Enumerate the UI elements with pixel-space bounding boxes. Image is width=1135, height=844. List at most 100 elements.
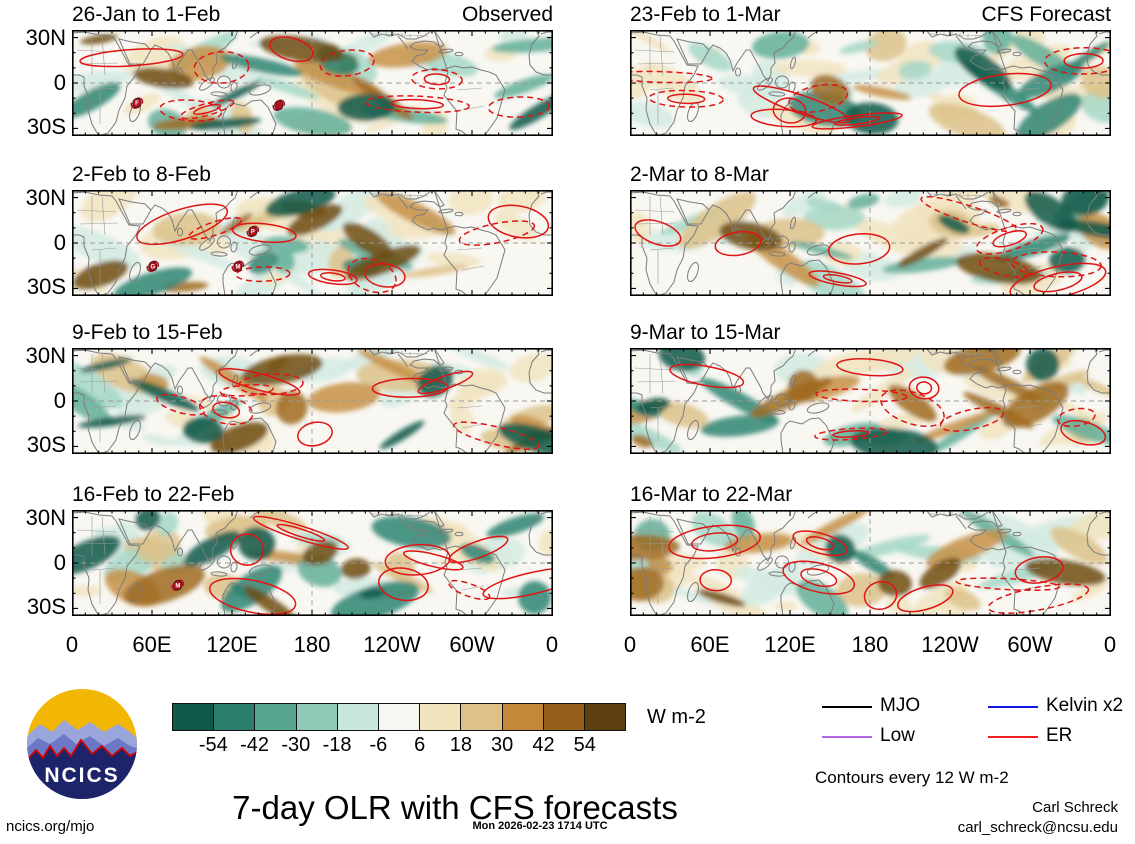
map-panel-fcst-week3: 9-Mar to 15-Mar <box>630 321 1111 454</box>
lon-tick-label: 60E <box>132 632 172 657</box>
panel-period-label: 26-Jan to 1-Feb <box>72 3 221 26</box>
colorbar-cell <box>337 704 379 730</box>
lon-tick-label: 0 <box>545 632 559 657</box>
panel-period-label: 16-Feb to 22-Feb <box>72 483 235 506</box>
panel-title-row: 9-Mar to 15-Mar <box>630 321 1111 347</box>
lon-tick-label: 0 <box>623 632 637 657</box>
lat-tick-label: 0 <box>53 230 66 255</box>
lon-tick-label: 0 <box>65 632 79 657</box>
lat-tick-label: 30S <box>26 114 66 139</box>
svg-text:G: G <box>150 264 155 270</box>
lon-tick-label: 180 <box>293 632 331 657</box>
panel-title-row: 2-Feb to 8-Feb <box>72 163 553 189</box>
lat-tick-label: 30N <box>25 505 66 530</box>
anomaly-map <box>630 190 1111 296</box>
svg-text:M: M <box>175 583 180 589</box>
timestamp: Mon 2026-02-23 1714 UTC <box>472 820 608 832</box>
colorbar-cell <box>584 704 626 730</box>
panel-title-row: 23-Feb to 1-Mar CFS Forecast <box>630 3 1111 29</box>
svg-text:P: P <box>251 229 255 235</box>
panel-period-label: 9-Feb to 15-Feb <box>72 321 223 344</box>
colorbar-cell <box>420 704 462 730</box>
colorbar-tick: 30 <box>491 734 514 756</box>
colorbar-cell <box>378 704 421 730</box>
legend-label-er: ER <box>1046 725 1073 746</box>
colorbar-tick: 18 <box>449 734 473 756</box>
colorbar <box>172 703 626 731</box>
colorbar-cell <box>543 704 585 730</box>
colorbar-units: W m-2 <box>647 706 706 728</box>
lon-tick-label: 120W <box>363 632 421 657</box>
lon-axis-left: 0 60E 120E 180 120W 60W 0 <box>66 632 558 660</box>
anomaly-map <box>630 348 1111 454</box>
lon-tick-label: 120E <box>206 632 258 657</box>
column-header-cfs-forecast: CFS Forecast <box>981 3 1111 26</box>
anomaly-map: F <box>72 30 553 136</box>
site-url: ncics.org/mjo <box>6 818 95 835</box>
anomaly-map <box>72 348 553 454</box>
ncics-logo: NCICS <box>27 689 137 799</box>
lon-tick-label: 60E <box>690 632 730 657</box>
anomaly-map <box>630 30 1111 136</box>
colorbar-tick: -54 <box>198 734 228 756</box>
colorbar-tick: 54 <box>573 734 596 756</box>
panel-period-label: 2-Mar to 8-Mar <box>630 163 769 186</box>
lat-tick-label: 30N <box>25 185 66 210</box>
lat-tick-label: 30N <box>25 25 66 50</box>
legend-label-kelvin: Kelvin x2 <box>1046 695 1124 716</box>
colorbar-tick: 6 <box>414 734 426 756</box>
lat-tick-label: 0 <box>53 70 66 95</box>
colorbar-cell <box>502 704 544 730</box>
map-panel-obs-week1: 26-Jan to 1-Feb Observed F 30N 0 30S <box>26 3 553 139</box>
panel-period-label: 9-Mar to 15-Mar <box>630 321 781 344</box>
logo-mountains-front <box>27 740 137 799</box>
map-panel-fcst-week4: 16-Mar to 22-Mar <box>630 483 1111 616</box>
logo-text: NCICS <box>44 764 119 787</box>
lon-axis-right: 0 60E 120E 180 120W 60W 0 <box>624 632 1116 660</box>
lat-tick-label: 30S <box>26 274 66 299</box>
colorbar-tick: 42 <box>532 734 555 756</box>
panel-period-label: 23-Feb to 1-Mar <box>630 3 781 26</box>
map-panel-obs-week3: 9-Feb to 15-Feb 30N 0 30S <box>26 321 553 457</box>
anomaly-map: M <box>72 510 553 616</box>
lon-tick-label: 180 <box>851 632 889 657</box>
colorbar-tick: -30 <box>281 734 311 756</box>
legend-line-kelvin <box>988 706 1038 708</box>
colorbar-cell <box>214 704 256 730</box>
logo-red-ridge <box>27 738 137 761</box>
legend-label-low: Low <box>880 725 915 746</box>
colorbar-tick: -6 <box>369 734 388 756</box>
credit-name: Carl Schreck <box>1032 799 1118 816</box>
colorbar-tick-labels: -54 -42 -30 -18 -6 6 18 30 42 54 <box>172 734 626 758</box>
legend-line-low <box>822 736 872 738</box>
svg-text:F: F <box>135 101 139 107</box>
figure-title: 7-day OLR with CFS forecasts <box>232 789 678 826</box>
map-panel-obs-week2: 2-Feb to 8-Feb P G M 30N 0 30S <box>26 163 553 299</box>
lat-tick-label: 30S <box>26 432 66 457</box>
lon-tick-label: 0 <box>1103 632 1117 657</box>
lon-tick-label: 60W <box>449 632 495 657</box>
svg-text:M: M <box>235 264 240 270</box>
colorbar-tick: -18 <box>322 734 352 756</box>
colorbar-tick: -42 <box>240 734 269 756</box>
lat-tick-label: 30N <box>25 343 66 368</box>
column-header-observed: Observed <box>461 3 553 26</box>
lat-tick-label: 0 <box>53 550 66 575</box>
lat-tick-label: 30S <box>26 594 66 619</box>
lon-tick-label: 120E <box>764 632 816 657</box>
colorbar-cell <box>173 704 215 730</box>
colorbar-cell <box>296 704 338 730</box>
panel-title-row: 26-Jan to 1-Feb Observed <box>72 3 553 29</box>
contour-note: Contours every 12 W m-2 <box>815 768 1009 787</box>
panel-period-label: 16-Mar to 22-Mar <box>630 483 793 506</box>
anomaly-map <box>630 510 1111 616</box>
legend-label-mjo: MJO <box>880 695 921 716</box>
map-panel-obs-week4: 16-Feb to 22-Feb M 30N 0 30S <box>26 483 553 619</box>
credit-email: carl_schreck@ncsu.edu <box>957 819 1118 836</box>
anomaly-map: P G M <box>72 190 553 296</box>
panel-title-row: 16-Mar to 22-Mar <box>630 483 1111 509</box>
map-panel-fcst-week1: 23-Feb to 1-Mar CFS Forecast <box>630 3 1111 136</box>
legend-line-er <box>988 736 1038 738</box>
panel-title-row: 9-Feb to 15-Feb <box>72 321 553 347</box>
lon-tick-label: 120W <box>921 632 979 657</box>
